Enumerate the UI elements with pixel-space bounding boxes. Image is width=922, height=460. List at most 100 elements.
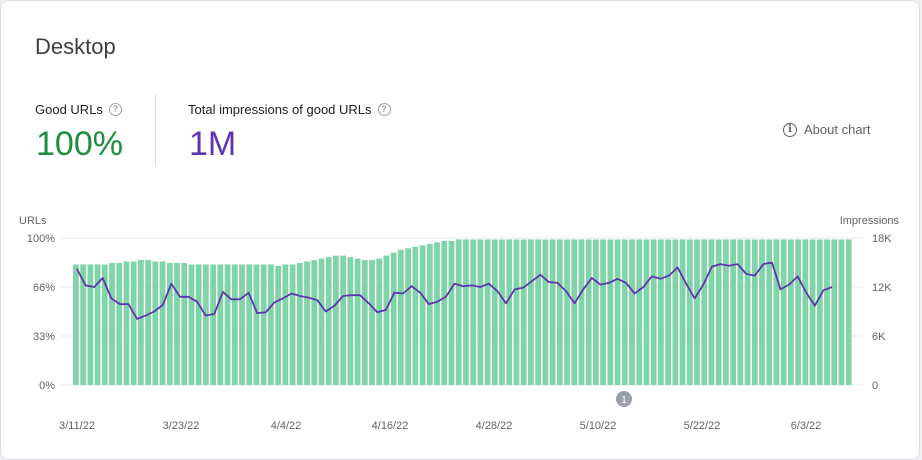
bar bbox=[513, 239, 520, 385]
bar bbox=[347, 257, 354, 385]
bar bbox=[802, 239, 809, 385]
bar bbox=[744, 239, 751, 385]
bar bbox=[845, 239, 852, 385]
bar bbox=[246, 264, 253, 385]
right-tick-label: 12K bbox=[872, 282, 892, 294]
bar bbox=[571, 239, 578, 385]
bar bbox=[679, 239, 686, 385]
bar bbox=[528, 239, 534, 385]
bar bbox=[376, 258, 383, 385]
bar bbox=[253, 264, 260, 385]
bar bbox=[773, 239, 780, 385]
right-tick-label: 6K bbox=[872, 331, 886, 343]
bar bbox=[694, 239, 700, 385]
bar bbox=[166, 262, 173, 385]
bar bbox=[701, 239, 708, 385]
help-circle-icon[interactable]: ? bbox=[377, 103, 391, 116]
bar bbox=[203, 264, 209, 385]
x-tick-label: 4/28/22 bbox=[476, 420, 513, 432]
annotation-label: 1 bbox=[621, 395, 627, 406]
bar bbox=[73, 264, 79, 385]
good-urls-label-row: Good URLs ? bbox=[35, 102, 122, 117]
bar bbox=[87, 264, 94, 385]
bar bbox=[730, 239, 737, 385]
info-circle-icon: i bbox=[783, 122, 797, 137]
bar bbox=[231, 264, 238, 385]
about-chart-label: About chart bbox=[804, 122, 871, 137]
bar bbox=[838, 239, 845, 385]
bar bbox=[455, 239, 462, 385]
bar bbox=[145, 260, 152, 385]
right-axis-label: Impressions bbox=[840, 215, 900, 227]
bar bbox=[629, 239, 635, 385]
bar bbox=[506, 239, 513, 385]
x-tick-label: 6/3/22 bbox=[791, 420, 822, 432]
bar bbox=[101, 264, 108, 385]
bar bbox=[542, 239, 549, 385]
bar bbox=[116, 262, 123, 385]
bar bbox=[426, 243, 433, 385]
bar bbox=[650, 239, 657, 385]
impressions-label-row: Total impressions of good URLs ? bbox=[188, 102, 391, 117]
bar bbox=[325, 257, 332, 385]
bar bbox=[289, 264, 296, 385]
bar bbox=[152, 261, 159, 385]
left-tick-label: 0% bbox=[39, 380, 55, 392]
bar bbox=[593, 239, 599, 385]
bar bbox=[123, 261, 130, 385]
bar bbox=[484, 239, 491, 385]
bar bbox=[759, 239, 765, 385]
bar bbox=[210, 264, 217, 385]
bar bbox=[159, 261, 166, 385]
bar bbox=[448, 240, 455, 385]
bar bbox=[130, 261, 137, 385]
bar bbox=[333, 255, 339, 385]
bar bbox=[658, 239, 664, 385]
bar bbox=[708, 239, 715, 385]
x-tick-label: 5/22/22 bbox=[684, 420, 721, 432]
bar bbox=[715, 239, 722, 385]
bar bbox=[751, 239, 758, 385]
bar bbox=[672, 239, 679, 385]
bar bbox=[824, 239, 830, 385]
x-tick-label: 4/16/22 bbox=[372, 420, 409, 432]
bar bbox=[614, 239, 621, 385]
bar bbox=[564, 239, 570, 385]
bar bbox=[94, 264, 101, 385]
bar bbox=[340, 255, 347, 385]
bar bbox=[138, 260, 144, 385]
bar bbox=[788, 239, 794, 385]
bar bbox=[419, 245, 426, 385]
bar bbox=[665, 239, 672, 385]
bar bbox=[398, 249, 404, 385]
bar bbox=[217, 264, 224, 385]
bar bbox=[318, 258, 325, 385]
bar bbox=[499, 239, 505, 385]
annotation-marker[interactable]: 1 bbox=[616, 391, 632, 407]
impressions-label: Total impressions of good URLs bbox=[188, 102, 372, 117]
bar bbox=[239, 264, 245, 385]
bar bbox=[578, 239, 585, 385]
bar bbox=[780, 239, 787, 385]
about-chart-button[interactable]: i About chart bbox=[783, 122, 871, 137]
bar bbox=[412, 246, 419, 385]
bar bbox=[383, 255, 390, 385]
bar bbox=[181, 262, 188, 385]
help-circle-icon[interactable]: ? bbox=[108, 103, 122, 116]
impressions-line bbox=[76, 261, 833, 320]
gridlines bbox=[61, 237, 863, 386]
urls-impressions-chart: URLs Impressions 100% 66% 33% 0% 18K 12K 6K 0 3/… bbox=[19, 215, 900, 432]
bar bbox=[369, 260, 375, 385]
annotation-circle[interactable] bbox=[616, 391, 632, 407]
bar bbox=[268, 264, 274, 385]
bar bbox=[195, 264, 202, 385]
bar bbox=[304, 261, 310, 385]
bar bbox=[723, 239, 729, 385]
bar bbox=[477, 239, 484, 385]
bar bbox=[361, 260, 368, 385]
impressions-value: 1M bbox=[189, 125, 237, 163]
left-tick-label: 100% bbox=[27, 233, 55, 245]
bar bbox=[354, 258, 361, 385]
bar bbox=[405, 248, 412, 385]
bar bbox=[491, 239, 498, 385]
